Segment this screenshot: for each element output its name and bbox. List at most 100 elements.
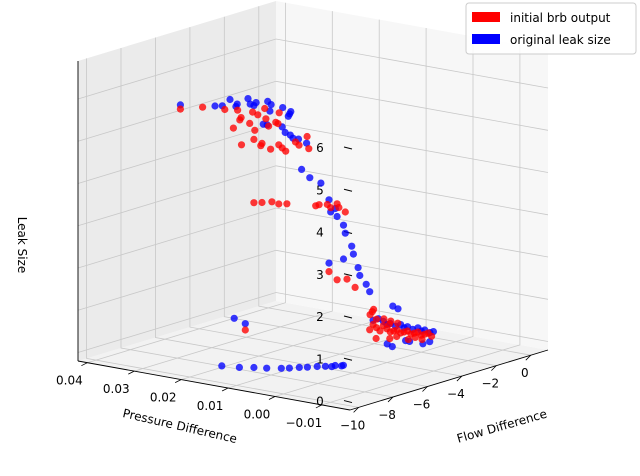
data-point-original-leak-size	[230, 314, 238, 322]
legend-box	[465, 2, 637, 55]
data-point-initial-brb-output	[327, 204, 335, 212]
z-tick-mark	[343, 400, 353, 404]
grid-line-z	[77, 292, 549, 353]
x-tick-mark	[456, 375, 463, 382]
data-point-initial-brb-output	[282, 147, 290, 155]
data-point-original-leak-size	[317, 179, 325, 187]
z-tick-mark	[343, 188, 353, 192]
data-point-initial-brb-output	[275, 200, 283, 208]
data-point-original-leak-size	[218, 362, 226, 370]
y-tick-mark	[315, 404, 323, 409]
y-tick-label: 0.02	[150, 391, 177, 405]
z-tick-label: 2	[316, 310, 324, 324]
data-point-initial-brb-output	[368, 308, 376, 316]
axis-lines	[77, 61, 549, 413]
data-point-original-leak-size	[339, 361, 347, 369]
data-point-initial-brb-output	[411, 333, 419, 341]
data-point-original-leak-size	[349, 250, 357, 258]
data-point-original-leak-size	[339, 221, 348, 229]
grid-line-z	[77, 165, 549, 227]
grid-line-x	[189, 27, 462, 377]
data-point-original-leak-size	[348, 242, 356, 250]
z-tick-label: 4	[316, 226, 324, 240]
data-point-initial-brb-output	[343, 275, 351, 283]
data-point-original-leak-size	[211, 102, 219, 110]
data-point-original-leak-size	[279, 104, 287, 112]
data-point-initial-brb-output	[267, 145, 275, 153]
data-point-initial-brb-output	[241, 326, 249, 334]
data-point-initial-brb-output	[251, 126, 259, 134]
data-point-original-leak-size	[284, 112, 292, 120]
x-tick-mark	[525, 354, 532, 361]
grid-line-x	[120, 48, 394, 398]
legend-label-initial-brb-output: initial brb output	[510, 11, 611, 25]
x-tick-label: −6	[413, 398, 431, 412]
data-point-original-leak-size	[426, 338, 434, 346]
data-point-initial-brb-output	[335, 203, 343, 212]
y-tick-label: 0.03	[103, 382, 130, 396]
z-tick-label: 3	[316, 268, 324, 282]
grid-line-x	[155, 37, 428, 387]
tick-labels: −10 −8 −6 −4 −2 0 0.04 0.03 0.02 0.01 0.00 −0.01 0 1 2…	[56, 141, 529, 432]
x-axis-title: Flow Difference	[455, 407, 548, 446]
data-point-original-leak-size	[267, 101, 275, 109]
data-point-original-leak-size	[235, 363, 243, 371]
x-tick-label: −10	[340, 418, 365, 432]
data-point-original-leak-size	[241, 320, 249, 328]
data-point-original-leak-size	[333, 212, 341, 221]
y-tick-mark	[174, 379, 182, 383]
data-point-initial-brb-output	[250, 199, 258, 207]
x-tick-label: 0	[521, 366, 529, 380]
legend-swatch-initial-brb-output	[472, 12, 500, 22]
data-point-original-leak-size	[339, 255, 348, 263]
data-point-initial-brb-output	[176, 105, 184, 113]
data-point-initial-brb-output	[268, 198, 276, 206]
x-axis-line	[349, 349, 549, 411]
data-point-initial-brb-output	[372, 315, 381, 323]
x-tick-mark	[387, 396, 394, 403]
data-point-original-leak-size	[366, 288, 374, 296]
z-tick-label: 5	[316, 183, 324, 197]
z-tick-mark	[343, 315, 353, 319]
data-point-initial-brb-output	[262, 115, 270, 123]
data-point-original-leak-size	[325, 259, 333, 267]
data-point-original-leak-size	[244, 95, 252, 103]
grid-line-x	[258, 6, 531, 356]
y-tick-mark	[81, 362, 88, 367]
z-tick-mark	[343, 357, 353, 361]
z-tick-label: 6	[316, 141, 324, 155]
data-point-initial-brb-output	[199, 103, 207, 111]
grid-line-x	[86, 58, 359, 408]
y-tick-mark	[221, 387, 229, 392]
data-point-initial-brb-output	[254, 111, 262, 119]
data-point-initial-brb-output	[372, 334, 380, 343]
data-point-initial-brb-output	[305, 145, 313, 153]
data-point-initial-brb-output	[366, 326, 374, 334]
grid-line-z	[77, 38, 549, 100]
data-point-initial-brb-output	[283, 200, 291, 208]
data-point-initial-brb-output	[418, 335, 426, 344]
data-point-original-leak-size	[394, 305, 402, 313]
z-axis-title: Leak Size	[15, 217, 29, 274]
data-point-initial-brb-output	[394, 319, 402, 327]
legend-swatch-original-leak-size	[472, 34, 500, 44]
data-point-initial-brb-output	[351, 283, 359, 291]
data-point-initial-brb-output	[234, 106, 242, 114]
data-point-initial-brb-output	[303, 132, 311, 141]
z-tick-label: 0	[316, 395, 324, 409]
data-point-original-leak-size	[250, 363, 258, 372]
grid-line-z	[77, 207, 549, 269]
x-tick-mark	[353, 407, 359, 413]
data-point-initial-brb-output	[246, 119, 254, 127]
x-tick-label: −4	[447, 387, 465, 401]
data-point-initial-brb-output	[428, 332, 436, 340]
x-tick-label: −2	[481, 377, 499, 391]
y-tick-label: −0.01	[285, 416, 322, 430]
data-point-original-leak-size	[226, 95, 234, 104]
z-tick-label: 1	[316, 352, 324, 366]
grid-line-y	[321, 44, 521, 406]
data-point-initial-brb-output	[265, 122, 273, 130]
data-point-original-leak-size	[303, 363, 311, 371]
data-point-initial-brb-output	[250, 135, 258, 143]
